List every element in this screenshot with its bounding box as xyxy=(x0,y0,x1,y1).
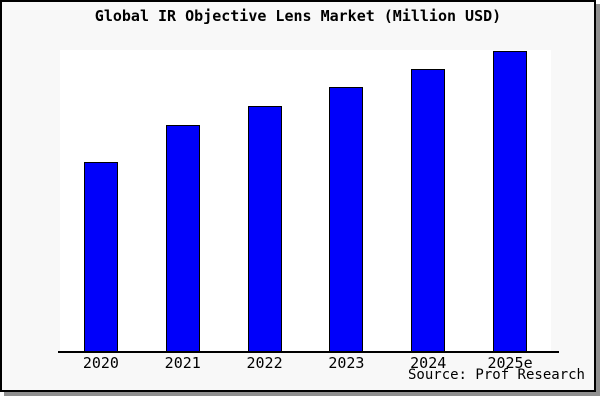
x-tick-label-2021: 2021 xyxy=(164,354,201,372)
x-axis-labels: 2020 2021 2022 2023 2024 2025e xyxy=(60,354,551,372)
x-tick-label-2024: 2024 xyxy=(410,354,447,372)
bar-slot-2023 xyxy=(305,50,387,351)
bar-slot-2022 xyxy=(224,50,306,351)
x-tick-label-2020: 2020 xyxy=(82,354,119,372)
bar-2023 xyxy=(329,87,364,351)
bar-2024 xyxy=(411,68,446,351)
bar-slot-2025e xyxy=(469,50,551,351)
bar-slot-2020 xyxy=(60,50,142,351)
x-tick-label-2022: 2022 xyxy=(246,354,283,372)
bar-2025e xyxy=(493,50,528,351)
bar-2022 xyxy=(247,106,282,351)
x-axis-line xyxy=(58,351,559,353)
bar-slot-2024 xyxy=(387,50,469,351)
x-tick-label-2025e: 2025e xyxy=(487,354,533,372)
bar-2020 xyxy=(83,161,118,351)
plot-area xyxy=(60,50,551,351)
source-credit: Source: Prof Research xyxy=(407,367,585,383)
bar-2021 xyxy=(165,124,200,351)
chart-title: Global IR Objective Lens Market (Million… xyxy=(94,7,502,25)
bar-slot-2021 xyxy=(142,50,224,351)
chart-frame: Global IR Objective Lens Market (Million… xyxy=(0,0,596,392)
x-tick-label-2023: 2023 xyxy=(328,354,365,372)
